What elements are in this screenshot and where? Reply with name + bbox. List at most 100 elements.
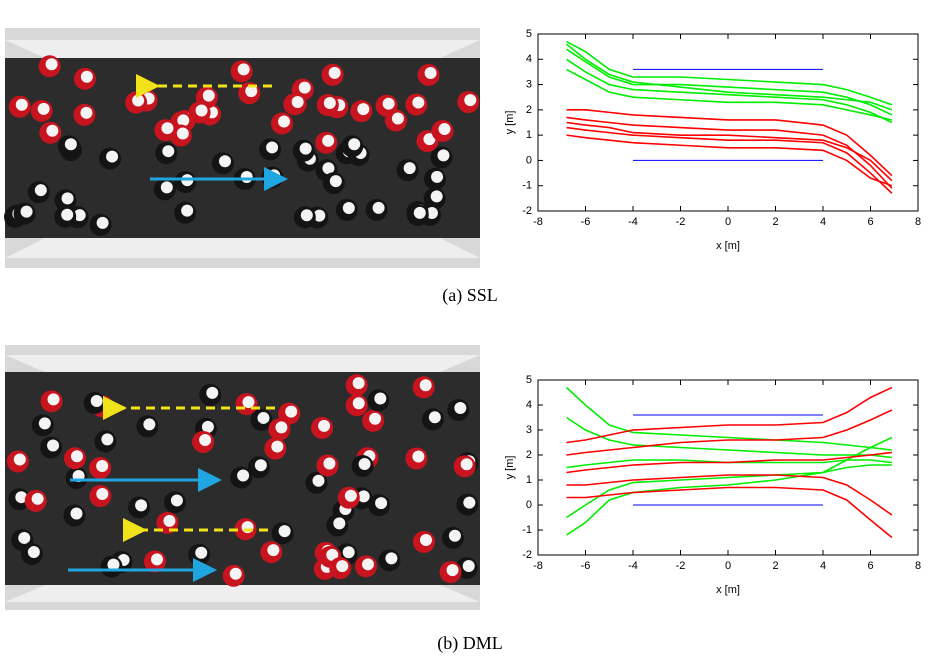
- person-head: [391, 112, 404, 125]
- person-head: [300, 209, 313, 222]
- person-head: [333, 517, 346, 530]
- trajectory: [566, 409, 893, 456]
- person-head: [37, 102, 50, 115]
- person-head: [424, 67, 437, 80]
- person-head: [431, 170, 444, 183]
- chart: -8 -6 -4 -2 0 2 4 6 8 -2 -1 0 1 2 3 4 5 x [m] y [m]: [504, 28, 921, 252]
- person-head: [107, 558, 120, 571]
- person-head: [106, 150, 119, 163]
- person-head: [413, 206, 426, 219]
- person-head: [344, 489, 357, 502]
- person-head: [267, 544, 280, 557]
- y-tick-label: -2: [522, 549, 532, 561]
- person-head: [254, 459, 267, 472]
- person-head: [312, 474, 325, 487]
- y-tick-label: 1: [526, 474, 532, 486]
- caption: (b) DML: [437, 633, 503, 654]
- person-head: [13, 453, 26, 466]
- person-head: [385, 552, 398, 565]
- person-head: [460, 458, 473, 471]
- person-head: [352, 397, 365, 410]
- person-head: [15, 98, 28, 111]
- person-head: [18, 531, 31, 544]
- person-head: [240, 170, 253, 183]
- person-head: [299, 142, 312, 155]
- arrows: [68, 74, 288, 582]
- person-head: [64, 138, 77, 151]
- person-head: [328, 66, 341, 79]
- y-axis-label: y [m]: [504, 111, 516, 135]
- trajectory: [566, 464, 892, 519]
- x-tick-label: 2: [772, 560, 778, 572]
- person-head: [275, 421, 288, 434]
- person-head: [27, 545, 40, 558]
- person-head: [163, 514, 176, 527]
- person-head: [412, 450, 425, 463]
- x-tick-label: 8: [915, 216, 921, 228]
- x-tick-label: -6: [581, 216, 591, 228]
- x-tick-label: 6: [867, 216, 873, 228]
- y-tick-label: 3: [526, 424, 532, 436]
- x-tick-label: 4: [820, 560, 826, 572]
- person-head: [170, 494, 183, 507]
- person-head: [229, 567, 242, 580]
- trajectory: [565, 386, 892, 451]
- person-head: [419, 533, 432, 546]
- person-head: [419, 379, 432, 392]
- person-head: [448, 529, 461, 542]
- person-head: [423, 133, 436, 146]
- person-head: [195, 104, 208, 117]
- y-tick-label: -2: [522, 205, 532, 217]
- person-head: [285, 405, 298, 418]
- x-tick-label: -4: [628, 216, 638, 228]
- person-head: [322, 134, 335, 147]
- x-tick-label: -2: [676, 216, 686, 228]
- person-head: [464, 94, 477, 107]
- person-head: [101, 433, 114, 446]
- person-head: [438, 123, 451, 136]
- person-head: [329, 175, 342, 188]
- person-head: [245, 85, 258, 98]
- person-head: [177, 114, 190, 127]
- person-head: [199, 433, 212, 446]
- person-head: [90, 395, 103, 408]
- wall: [5, 40, 480, 58]
- wall: [5, 355, 480, 372]
- x-tick-label: -6: [581, 560, 591, 572]
- x-tick-label: 0: [725, 216, 731, 228]
- person-head: [372, 201, 385, 214]
- person-head: [47, 439, 60, 452]
- person-head: [348, 138, 361, 151]
- x-tick-label: -8: [533, 560, 543, 572]
- plot-area: [538, 34, 918, 211]
- trajectory: [566, 474, 893, 516]
- person-head: [369, 412, 382, 425]
- chart: -8 -6 -4 -2 0 2 4 6 8 -2 -1 0 1 2 3 4 5 x [m] y [m]: [504, 374, 921, 596]
- person-head: [237, 63, 250, 76]
- y-tick-label: 4: [526, 399, 532, 411]
- person-head: [34, 184, 47, 197]
- x-axis-label: x [m]: [716, 584, 740, 596]
- person-head: [176, 127, 189, 140]
- caption: (a) SSL: [442, 285, 498, 306]
- person-head: [61, 208, 74, 221]
- person-head: [437, 149, 450, 162]
- person-head: [323, 97, 336, 110]
- person-head: [336, 560, 349, 573]
- person-head: [38, 417, 51, 430]
- person-head: [161, 122, 174, 135]
- person-head: [374, 392, 387, 405]
- person-head: [428, 411, 441, 424]
- x-tick-label: 6: [867, 560, 873, 572]
- x-tick-label: -2: [676, 560, 686, 572]
- y-tick-label: 2: [526, 449, 532, 461]
- y-tick-label: 3: [526, 78, 532, 90]
- person-head: [266, 141, 279, 154]
- y-tick-label: -1: [522, 524, 532, 536]
- trajectory: [566, 48, 893, 116]
- person-head: [242, 396, 255, 409]
- person-head: [326, 548, 339, 561]
- person-head: [375, 497, 388, 510]
